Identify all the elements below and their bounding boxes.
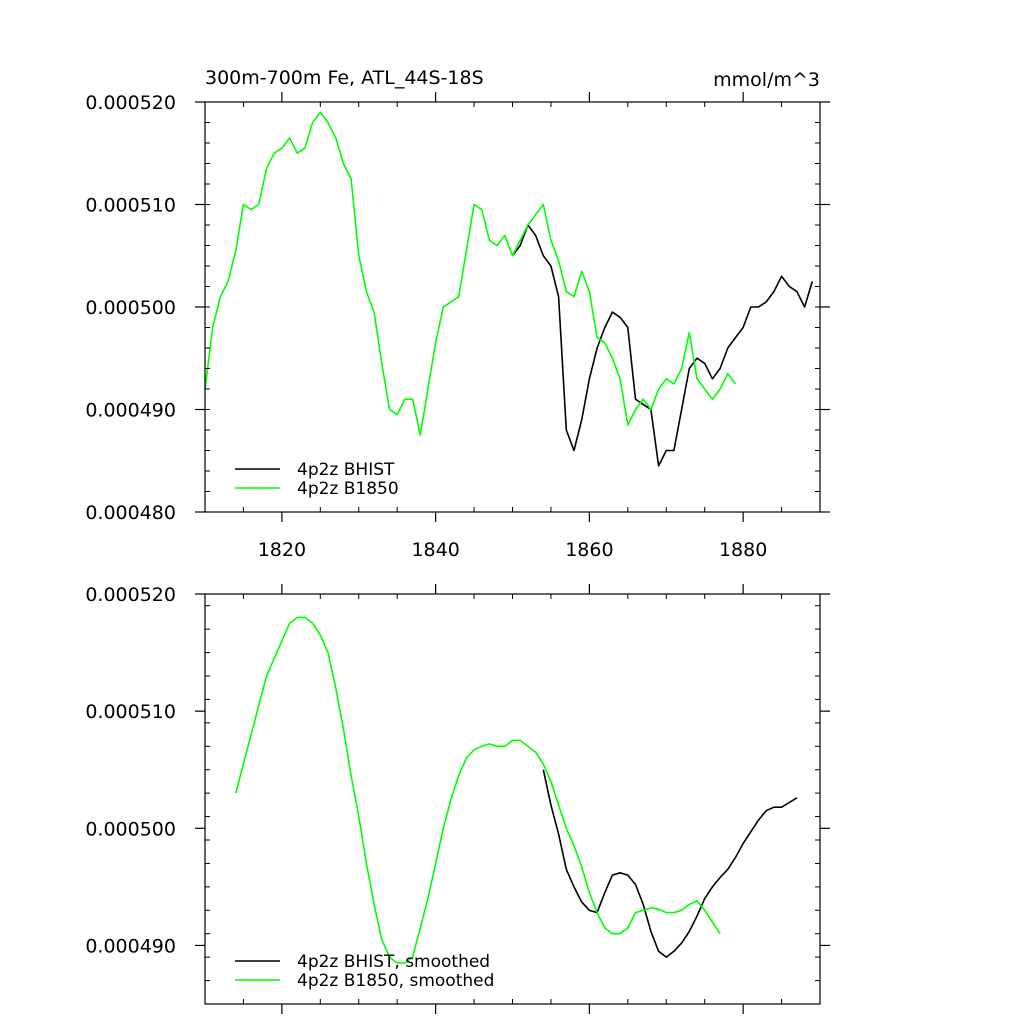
series-line-1 [235, 616, 721, 964]
series-line-0 [511, 224, 814, 467]
y-tick-label: 0.000510 [85, 195, 176, 217]
y-tick-label: 0.000480 [85, 502, 176, 524]
series-line-0 [542, 769, 798, 958]
chart-title: 300m-700m Fe, ATL_44S-18S [205, 67, 484, 89]
x-tick-label: 1820 [258, 539, 306, 561]
x-tick-label: 1860 [565, 539, 613, 561]
y-tick-label: 0.000490 [85, 400, 176, 422]
y-tick-label: 0.000490 [85, 935, 176, 957]
legend-label-0: 4p2z BHIST, smoothed [297, 952, 490, 972]
chart-units: mmol/m^3 [713, 69, 820, 91]
x-tick-label: 1840 [411, 539, 459, 561]
y-tick-label: 0.000500 [85, 818, 176, 840]
x-tick-label: 1880 [719, 539, 767, 561]
y-tick-label: 0.000520 [85, 92, 176, 114]
series-line-1 [204, 111, 737, 436]
legend-label-0: 4p2z BHIST [297, 460, 395, 480]
y-tick-label: 0.000510 [85, 701, 176, 723]
legend-label-1: 4p2z B1850 [297, 479, 399, 499]
y-tick-label: 0.000520 [85, 584, 176, 606]
chart-panel-bottom: 0.000490 0.000500 0.000510 0.000520 4p2z BH… [85, 584, 830, 1014]
legend-label-1: 4p2z B1850, smoothed [297, 971, 494, 991]
y-tick-label: 0.000500 [85, 297, 176, 319]
chart-panel-top: 300m-700m Fe, ATL_44S-18S mmol/m^3 1820 1… [85, 67, 830, 561]
